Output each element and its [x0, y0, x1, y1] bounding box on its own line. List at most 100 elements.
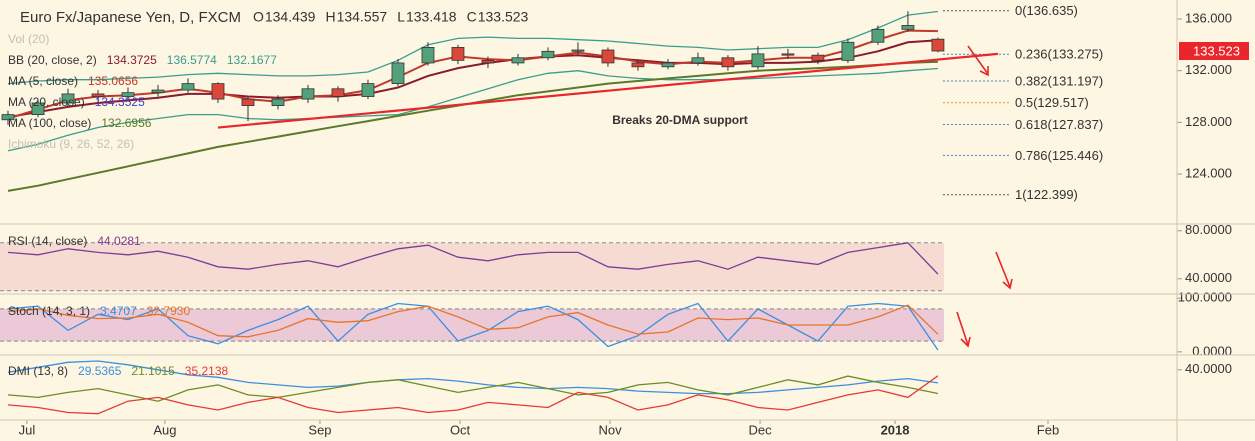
candle-body	[361, 83, 375, 97]
candle-body	[571, 49, 585, 52]
ohlc-value: 134.557	[337, 9, 388, 25]
ohlc-value: 134.439	[265, 9, 316, 25]
y-tick-label: 0.0000	[1192, 343, 1232, 358]
candle-body	[451, 47, 465, 61]
price-tag	[1179, 42, 1249, 61]
ohlc-value: 133.418	[406, 9, 457, 25]
x-tick-label: Oct	[450, 422, 471, 437]
annotation: Breaks 20-DMA support	[612, 113, 748, 127]
x-tick-label: Dec	[748, 422, 772, 437]
legend-reading: 134.3725	[107, 53, 157, 67]
candle-body	[151, 89, 165, 94]
plot-layer: Euro Fx/Japanese Yen, D, FXCM O 134.439 H 13…	[0, 3, 1249, 437]
legend-label: RSI (14, close)	[8, 234, 87, 248]
band	[0, 242, 944, 291]
arrow-head	[979, 66, 989, 77]
x-tick-label: Aug	[153, 422, 176, 437]
x-tick-label: 2018	[881, 422, 910, 437]
candle-body	[541, 50, 555, 59]
arrows	[956, 45, 1013, 348]
indicator-line	[7, 304, 939, 338]
fib-label: 0.236(133.275)	[1015, 47, 1103, 62]
legend-reading: 132.1677	[227, 53, 277, 67]
fib-label: 0(136.635)	[1015, 3, 1078, 18]
legend-label: Stoch (14, 3, 1)	[8, 304, 90, 318]
indicator-line	[7, 39, 938, 119]
y-tick-label: 40.0000	[1185, 361, 1232, 376]
candle-body	[61, 93, 75, 104]
y-tick-label: 136.000	[1185, 10, 1232, 25]
candle-body	[301, 88, 315, 100]
legend-label: MA (100, close)	[8, 116, 91, 130]
indicator-line	[7, 10, 938, 85]
fib-label: 0.5(129.517)	[1015, 95, 1089, 110]
candle-body	[31, 102, 45, 116]
legend-label: MA (20, close)	[8, 95, 85, 109]
candle-body	[481, 59, 495, 64]
arrow-head	[1002, 278, 1013, 290]
legend-reading: 32.7930	[147, 304, 191, 318]
legend-label: DMI (13, 8)	[8, 364, 68, 378]
candle-body	[421, 47, 435, 64]
y-tick-label: 40.0000	[1185, 270, 1232, 285]
ohlc-key: L	[397, 9, 405, 25]
legend-reading: 3.4707	[100, 304, 137, 318]
fib-label: 0.786(125.446)	[1015, 148, 1103, 163]
y-tick-label: 132.000	[1185, 62, 1232, 77]
candle-body	[91, 93, 105, 97]
arrow	[995, 251, 1011, 288]
candle-body	[901, 25, 915, 30]
fib-label: 0.618(127.837)	[1015, 117, 1103, 132]
legend-label: MA (5, close)	[8, 74, 78, 88]
candle-body	[631, 62, 645, 68]
legend-reading: 135.0656	[88, 74, 138, 88]
candle-body	[691, 57, 705, 64]
candle-body	[181, 83, 195, 91]
candle-body	[241, 98, 255, 106]
legend-reading: 44.0281	[97, 234, 141, 248]
indicator-line	[7, 375, 939, 415]
candle-body	[781, 53, 795, 56]
y-tick-label: 80.0000	[1185, 222, 1232, 237]
y-tick-label: 128.000	[1185, 114, 1232, 129]
legend-reading: 136.5774	[167, 53, 217, 67]
chart-title: Euro Fx/Japanese Yen, D, FXCM	[20, 9, 241, 26]
price-tag-label: 133.523	[1193, 43, 1240, 58]
candle-body	[721, 57, 735, 68]
candle-body	[271, 98, 285, 106]
candle-body	[1, 114, 15, 121]
ohlc-key: O	[253, 9, 264, 25]
x-tick-label: Nov	[598, 422, 622, 437]
legend-reading: 134.3525	[95, 95, 145, 109]
indicator-line	[7, 67, 938, 152]
x-tick-label: Feb	[1037, 422, 1059, 437]
legend-label: BB (20, close, 2)	[8, 53, 97, 67]
ohlc-key: H	[325, 9, 335, 25]
candle-body	[331, 88, 345, 97]
candle-body	[121, 92, 135, 97]
x-tick-label: Sep	[308, 422, 331, 437]
legend-label: Vol (20)	[8, 32, 49, 46]
legend-label: Ichimoku (9, 26, 52, 26)	[8, 137, 134, 151]
indicator-line	[7, 302, 939, 351]
candle-body	[391, 62, 405, 85]
candle-body	[811, 54, 825, 61]
candle-body	[931, 38, 945, 52]
legend-reading: 21.1015	[131, 364, 175, 378]
candle-body	[871, 28, 885, 43]
ohlc-value: 133.523	[478, 9, 529, 25]
y-tick-label: 124.000	[1185, 165, 1232, 180]
indicator-line	[7, 242, 939, 275]
arrow-head	[960, 336, 971, 348]
arrow	[956, 311, 969, 346]
indicator-line	[7, 360, 938, 395]
candle-body	[601, 49, 615, 64]
x-tick-label: Jul	[19, 422, 36, 437]
fib-label: 1(122.399)	[1015, 187, 1078, 202]
y-tick-label: 100.0000	[1178, 290, 1232, 305]
candle-body	[661, 62, 675, 68]
ohlc-key: C	[467, 9, 477, 25]
trendline	[217, 52, 999, 129]
legend-reading: 35.2138	[185, 364, 229, 378]
